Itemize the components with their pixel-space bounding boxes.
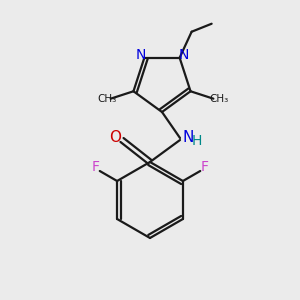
Text: N: N	[178, 48, 189, 62]
Text: F: F	[200, 160, 208, 174]
Text: F: F	[92, 160, 100, 174]
Text: CH₃: CH₃	[97, 94, 116, 104]
Text: CH₃: CH₃	[210, 94, 229, 104]
Text: O: O	[109, 130, 121, 146]
Text: N: N	[135, 48, 146, 62]
Text: N: N	[182, 130, 194, 146]
Text: H: H	[192, 134, 202, 148]
